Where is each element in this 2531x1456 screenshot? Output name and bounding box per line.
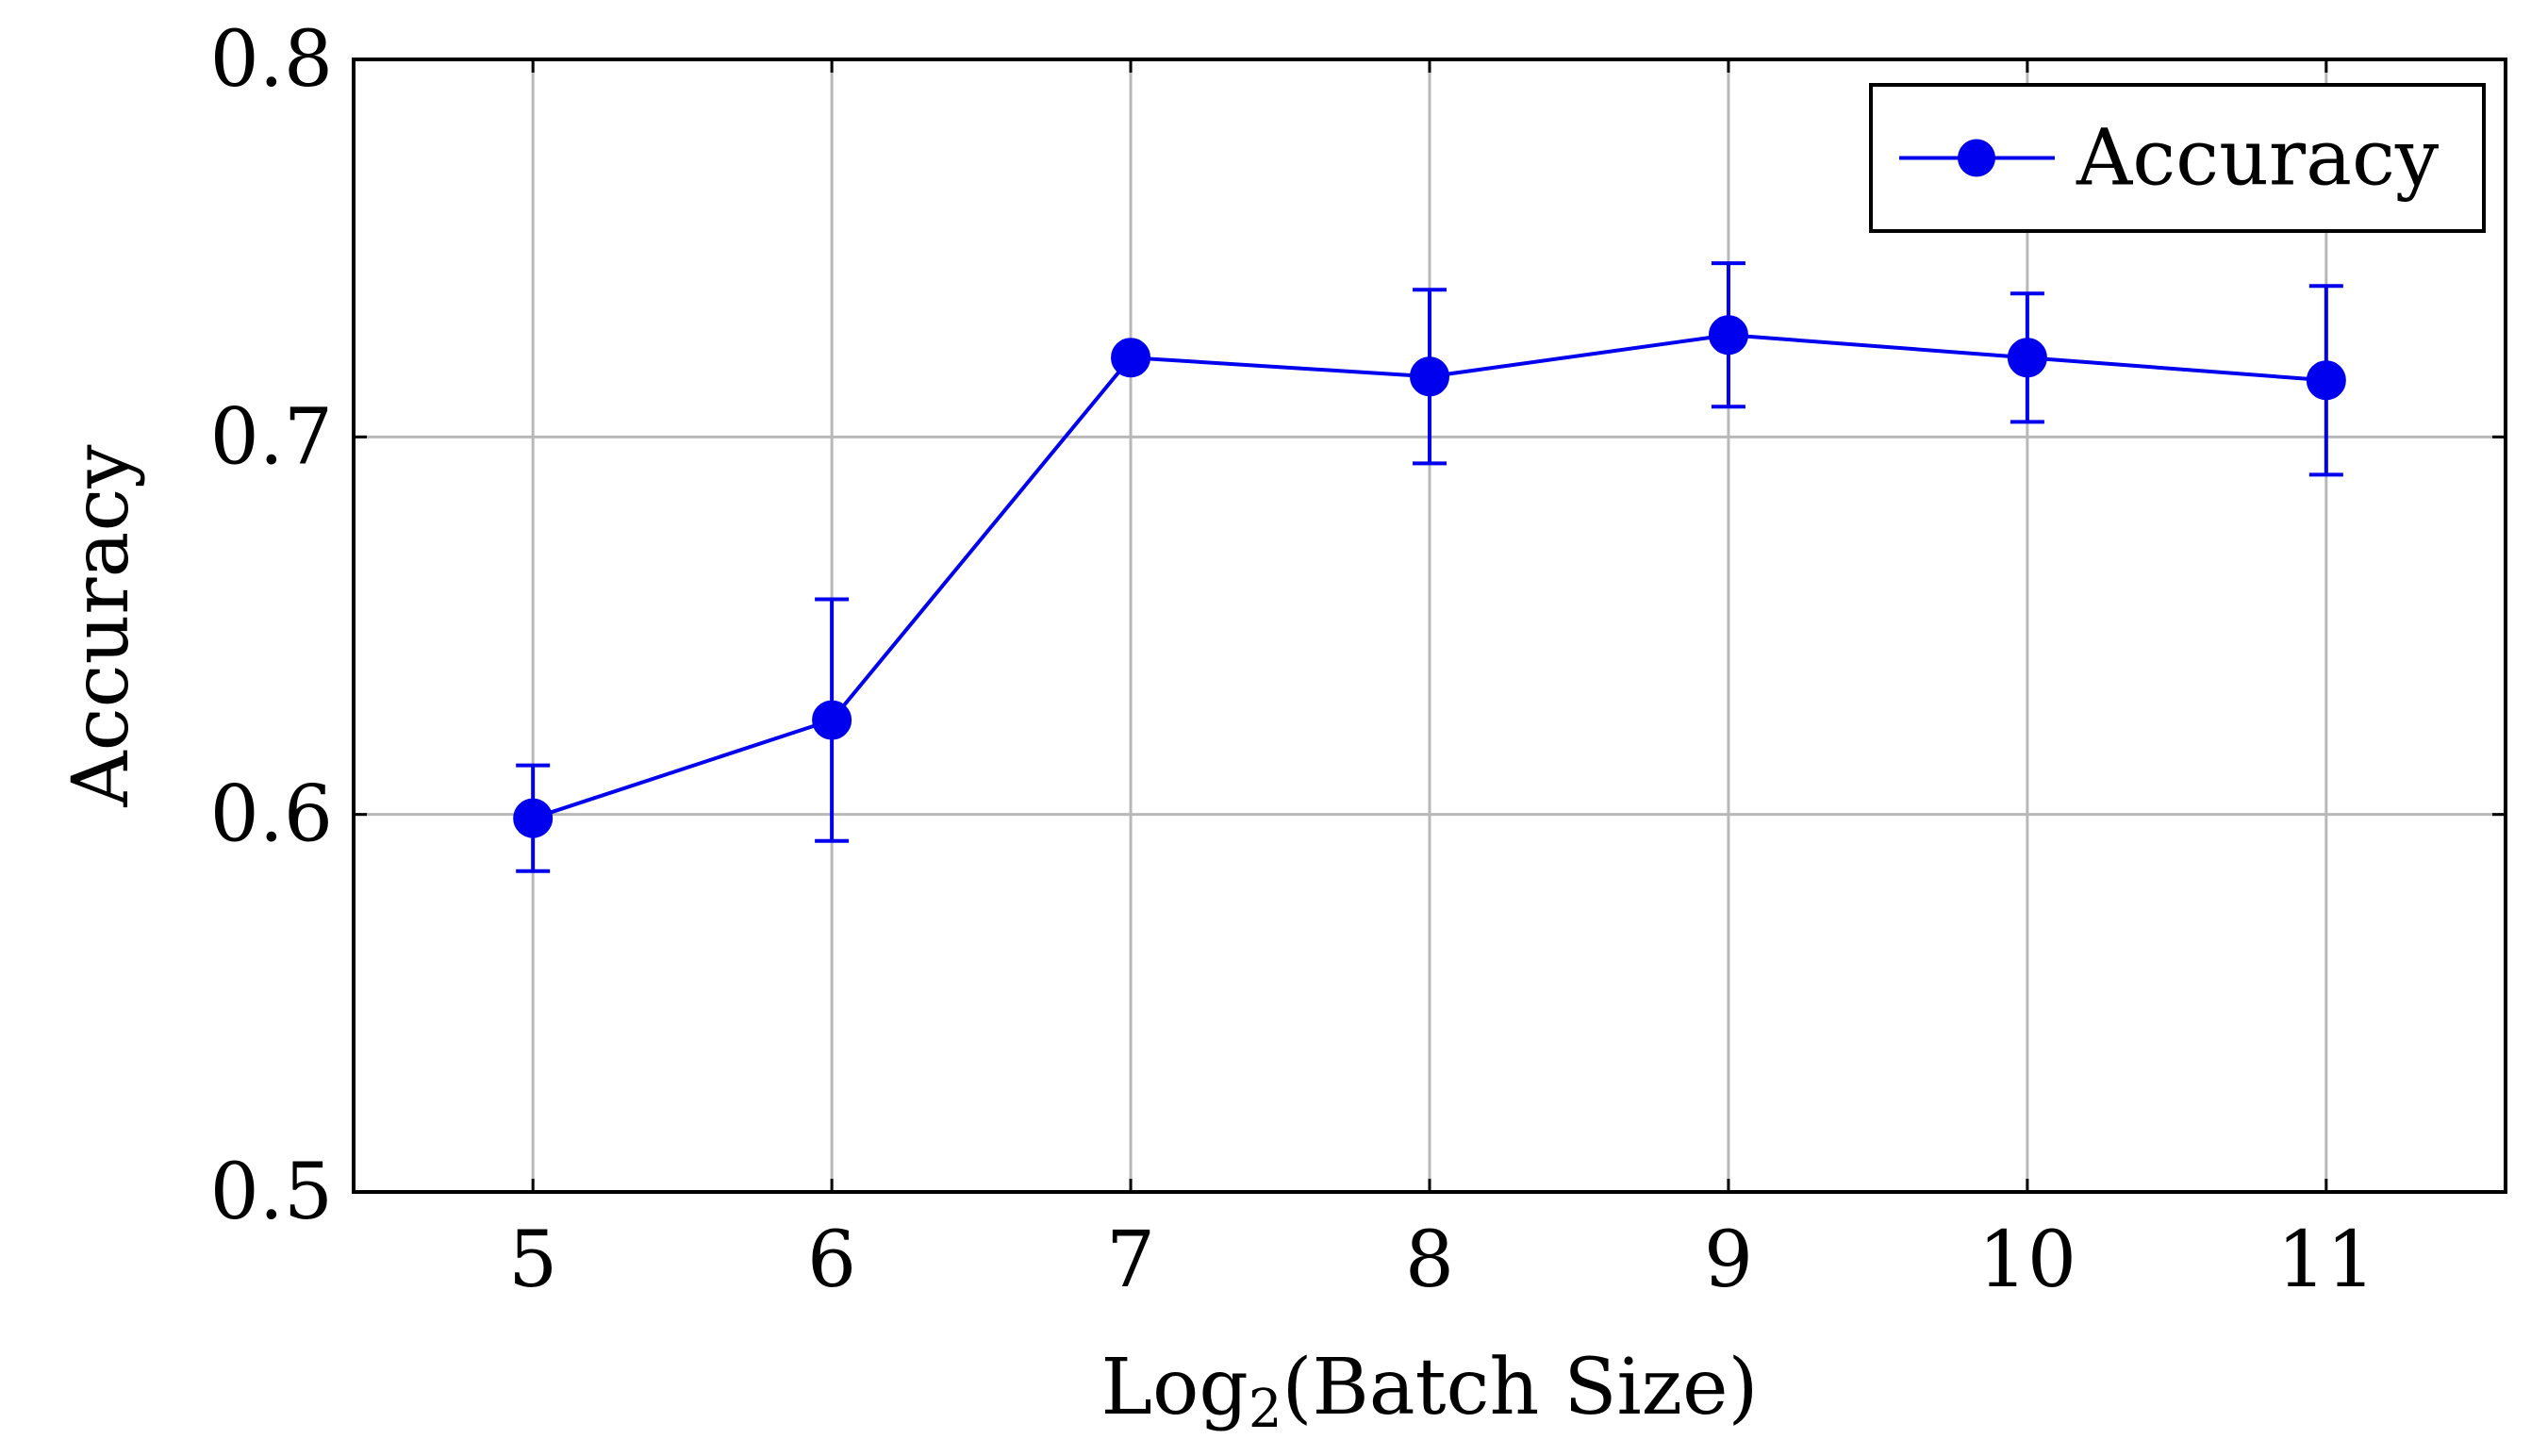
- x-tick-label: 10: [1978, 1216, 2076, 1305]
- x-tick-label: 8: [1405, 1216, 1454, 1305]
- y-axis-label: Accuracy: [57, 444, 146, 808]
- x-axis-label: Log2(Batch Size): [1101, 1343, 1759, 1440]
- x-axis-label-subscript: 2: [1249, 1379, 1282, 1440]
- data-point: [1111, 338, 1151, 378]
- x-tick-label: 9: [1704, 1216, 1753, 1305]
- y-tick-label: 0.8: [210, 15, 333, 105]
- x-tick-label: 6: [807, 1216, 856, 1305]
- x-tick-label: 7: [1106, 1216, 1155, 1305]
- data-point: [2007, 338, 2047, 378]
- series-layer: [513, 315, 2346, 838]
- data-point: [812, 700, 852, 740]
- x-tick-label: 11: [2277, 1216, 2375, 1305]
- legend-label: Accuracy: [2076, 114, 2440, 204]
- x-tick-label: 5: [508, 1216, 557, 1305]
- data-point: [1410, 356, 1449, 397]
- legend-marker-swatch: [1958, 139, 1995, 177]
- x-axis-label-main: Log: [1101, 1343, 1249, 1432]
- x-axis-label-rest: (Batch Size): [1282, 1343, 1758, 1432]
- y-tick-label: 0.6: [210, 770, 333, 860]
- y-tick-label: 0.7: [210, 392, 333, 482]
- x-tick-labels: 5 6 7 8 9 10 11: [508, 1216, 2375, 1305]
- y-tick-labels: 0.5 0.6 0.7 0.8: [210, 15, 333, 1237]
- legend: Accuracy: [1869, 83, 2486, 233]
- data-point: [513, 798, 554, 838]
- data-point: [2306, 360, 2346, 401]
- axis-ticks: [354, 58, 2506, 1194]
- y-tick-label: 0.5: [210, 1148, 333, 1237]
- data-point: [1708, 315, 1748, 356]
